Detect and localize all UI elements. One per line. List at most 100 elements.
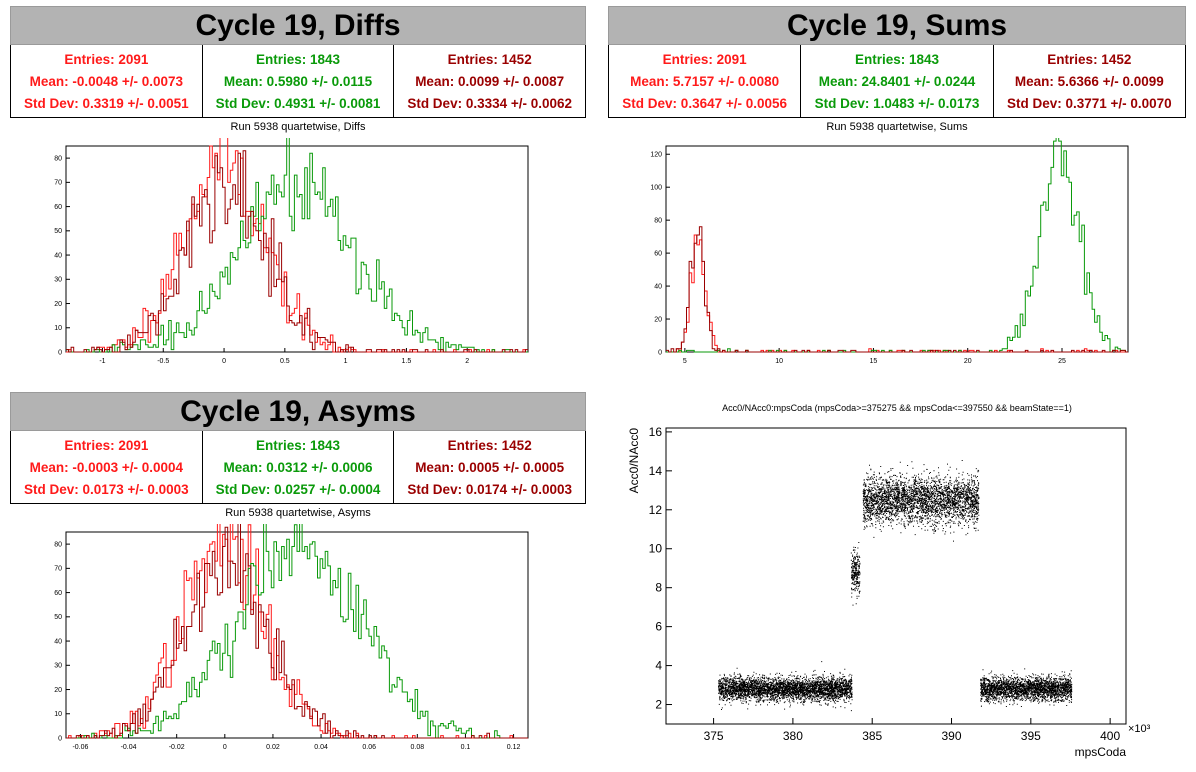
- x-tick-label: -0.02: [169, 744, 185, 751]
- stat-entries: Entries: 1843: [255, 51, 341, 67]
- stat-entries: Entries: 2091: [64, 51, 149, 67]
- sums-histogram: 5 10 15 20 25 0 20 40 60 80 100 120: [650, 138, 1129, 365]
- asyms-stats-dark: Entries: 1452 Mean: 0.0005 +/- 0.0005 St…: [393, 431, 585, 503]
- y-axis-label: Acc0/NAcc0: [627, 428, 641, 494]
- x-tick-label: 0.06: [362, 744, 376, 751]
- y-tick-label: 4: [655, 659, 662, 673]
- stat-entries: Entries: 1452: [447, 51, 532, 67]
- x-tick-label: 400: [1100, 729, 1120, 743]
- diffs-stats-green: Entries: 1843 Mean: 0.5980 +/- 0.0115 St…: [201, 45, 394, 117]
- x-tick-label: 1: [344, 358, 348, 365]
- stat-entries: Entries: 1452: [1047, 51, 1132, 67]
- asyms-subtitle: Run 5938 quartetwise, Asyms: [225, 507, 371, 519]
- y-tick-label: 30: [54, 663, 62, 670]
- x-tick-label: -0.06: [72, 744, 88, 751]
- y-tick-label: 60: [54, 590, 62, 597]
- x-tick-label: 0.04: [314, 744, 328, 751]
- stat-mean: Mean: 0.0099 +/- 0.0087: [415, 73, 565, 89]
- x-tick-label: 0.1: [461, 744, 471, 751]
- sums-subtitle: Run 5938 quartetwise, Sums: [826, 121, 968, 133]
- stat-mean: Mean: 0.5980 +/- 0.0115: [223, 73, 373, 89]
- x-tick-label: 0.02: [266, 744, 280, 751]
- sums-stats-green: Entries: 1843 Mean: 24.8401 +/- 0.0244 S…: [800, 45, 992, 117]
- y-tick-label: 8: [655, 581, 662, 595]
- x-tick-label: 395: [1021, 729, 1041, 743]
- histogram-series-0: [666, 234, 1128, 353]
- diffs-stats-red: Entries: 2091 Mean: -0.0048 +/- 0.0073 S…: [11, 45, 202, 117]
- stat-mean: Mean: 0.0005 +/- 0.0005: [415, 459, 565, 475]
- stat-mean: Mean: 0.0312 +/- 0.0006: [223, 459, 373, 475]
- x-tick-label: -1: [99, 358, 105, 365]
- plot-frame: [65, 145, 529, 353]
- x-tick-label: 15: [870, 358, 878, 365]
- x-tick-label: 0.12: [507, 744, 521, 751]
- y-tick-label: 14: [649, 464, 663, 478]
- diffs-subtitle: Run 5938 quartetwise, Diffs: [230, 121, 366, 133]
- y-tick-label: 80: [54, 541, 62, 548]
- scatter-title: Acc0/NAcc0:mpsCoda (mpsCoda>=375275 && m…: [722, 403, 1072, 413]
- y-tick-label: 30: [54, 277, 62, 284]
- asyms-histogram: -0.06 -0.04 -0.02 0 0.02 0.04 0.06 0.08 0.1 0.12 0…: [54, 524, 529, 751]
- stat-entries: Entries: 1452: [447, 437, 532, 453]
- y-tick-label: 6: [655, 620, 662, 634]
- asyms-stats-green: Entries: 1843 Mean: 0.0312 +/- 0.0006 St…: [201, 431, 394, 503]
- x-axis-exponent: ×10³: [1128, 723, 1151, 735]
- plot-frame: [665, 427, 1127, 725]
- x-tick-label: 0.08: [411, 744, 425, 751]
- x-tick-label: -0.5: [157, 358, 169, 365]
- y-tick-label: 120: [650, 152, 662, 159]
- stat-std: Std Dev: 0.4931 +/- 0.0081: [215, 95, 381, 111]
- stat-std: Std Dev: 0.3319 +/- 0.0051: [23, 95, 189, 111]
- x-tick-label: 385: [862, 729, 882, 743]
- plot-frame: [665, 145, 1129, 353]
- stat-std: Std Dev: 0.0174 +/- 0.0003: [407, 481, 573, 497]
- stat-std: Std Dev: 0.3647 +/- 0.0056: [622, 95, 788, 111]
- x-tick-label: 380: [783, 729, 803, 743]
- y-tick-label: 40: [54, 638, 62, 645]
- x-tick-label: 2: [465, 358, 469, 365]
- y-tick-label: 2: [655, 698, 662, 712]
- y-tick-label: 12: [649, 503, 663, 517]
- y-tick-label: 80: [54, 155, 62, 162]
- stat-entries: Entries: 2091: [64, 437, 149, 453]
- stat-mean: Mean: -0.0048 +/- 0.0073: [29, 73, 184, 89]
- y-tick-label: 20: [54, 301, 62, 308]
- x-tick-label: 5: [683, 358, 687, 365]
- scatter-plot: 375 380 385 390 395 400 2 4 6 8 10 12 14 16 mpsCoda×10…: [627, 425, 1151, 759]
- asyms-stats-box: Entries: 2091 Mean: -0.0003 +/- 0.0004 S…: [10, 431, 586, 504]
- x-tick-label: 0.5: [280, 358, 290, 365]
- y-tick-label: 10: [649, 542, 663, 556]
- stat-entries: Entries: 1843: [854, 51, 940, 67]
- histogram-series-1: [66, 138, 528, 353]
- y-tick-label: 70: [54, 566, 62, 573]
- histogram-series-1: [66, 524, 528, 739]
- stat-std: Std Dev: 0.3771 +/- 0.0070: [1006, 95, 1172, 111]
- histogram-series-0: [66, 524, 528, 739]
- y-tick-label: 60: [654, 250, 662, 257]
- sums-title: Cycle 19, Sums: [608, 6, 1186, 45]
- x-tick-label: 10: [775, 358, 783, 365]
- asyms-title: Cycle 19, Asyms: [10, 392, 586, 431]
- x-axis-label: mpsCoda: [1075, 745, 1127, 759]
- y-tick-label: 80: [654, 217, 662, 224]
- y-tick-label: 60: [54, 204, 62, 211]
- x-tick-label: 20: [964, 358, 972, 365]
- y-tick-label: 100: [650, 185, 662, 192]
- x-tick-label: 390: [942, 729, 962, 743]
- histogram-series-2: [666, 226, 1128, 353]
- histogram-series-1: [666, 138, 1128, 353]
- stat-std: Std Dev: 0.3334 +/- 0.0062: [407, 95, 573, 111]
- diffs-stats-dark: Entries: 1452 Mean: 0.0099 +/- 0.0087 St…: [393, 45, 585, 117]
- stat-entries: Entries: 2091: [662, 51, 747, 67]
- y-tick-label: 10: [54, 325, 62, 332]
- x-tick-label: 25: [1058, 358, 1066, 365]
- y-tick-label: 0: [58, 735, 62, 742]
- y-tick-label: 10: [54, 711, 62, 718]
- sums-stats-dark: Entries: 1452 Mean: 5.6366 +/- 0.0099 St…: [992, 45, 1185, 117]
- stat-mean: Mean: 5.6366 +/- 0.0099: [1014, 73, 1164, 89]
- y-tick-label: 50: [54, 228, 62, 235]
- stat-mean: Mean: -0.0003 +/- 0.0004: [29, 459, 184, 475]
- y-tick-label: 20: [54, 687, 62, 694]
- sums-stats-box: Entries: 2091 Mean: 5.7157 +/- 0.0080 St…: [608, 45, 1186, 118]
